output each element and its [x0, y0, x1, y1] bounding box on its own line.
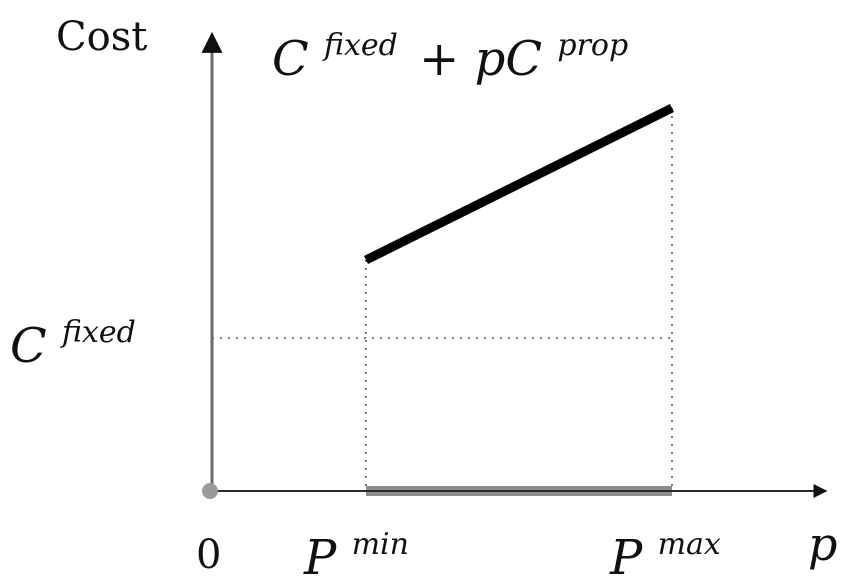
- cost-line: [363, 103, 675, 265]
- pmin-label-base: P: [303, 530, 337, 583]
- y-axis-label: Cost: [56, 14, 147, 60]
- pmin-label-sup: min: [352, 527, 409, 562]
- cost-line-label-sup-fixed: fixed: [322, 28, 398, 63]
- pmin-label: P min: [303, 527, 409, 583]
- origin-label: 0: [196, 532, 221, 578]
- x-axis-label: p: [808, 517, 837, 571]
- cost-line-label-sup-prop: prop: [557, 28, 628, 63]
- cost-line-label: C fixed + pC prop: [272, 11, 628, 87]
- fixed-cost-label: C fixed: [10, 315, 136, 374]
- fixed-cost-label-sup: fixed: [60, 315, 136, 350]
- cost-line-label-base: C: [272, 31, 309, 87]
- pmax-label: P max: [609, 527, 721, 583]
- origin-dot: [202, 483, 218, 499]
- fixed-cost-label-base: C: [10, 318, 47, 374]
- cost-line-label-plus: + pC: [419, 31, 542, 87]
- pmax-label-sup: max: [658, 527, 721, 562]
- pmax-label-base: P: [609, 530, 643, 583]
